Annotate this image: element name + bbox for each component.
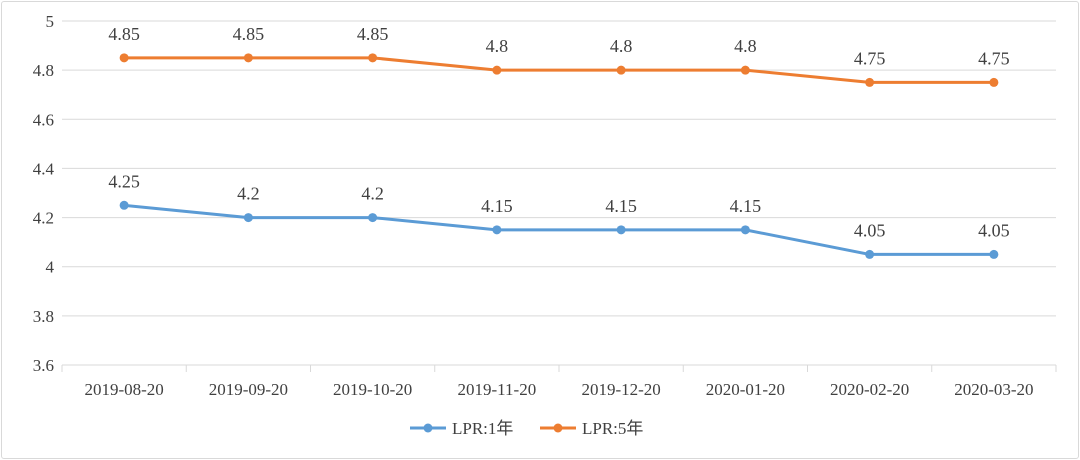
x-tick-label: 2019-11-20 bbox=[458, 380, 537, 399]
data-label: 4.8 bbox=[610, 36, 633, 56]
data-point bbox=[989, 77, 999, 87]
data-point bbox=[368, 213, 378, 223]
data-point bbox=[865, 249, 875, 259]
legend-marker bbox=[423, 423, 433, 433]
legend-marker bbox=[553, 423, 563, 433]
x-tick-label: 2019-12-20 bbox=[581, 380, 660, 399]
x-tick-label: 2020-01-20 bbox=[706, 380, 785, 399]
y-tick-label: 3.6 bbox=[33, 356, 54, 375]
data-label: 4.05 bbox=[978, 220, 1010, 240]
data-label: 4.75 bbox=[854, 48, 886, 68]
x-axis-ticks: 2019-08-20 2019-09-20 2019-10-20 2019-11-20… bbox=[84, 380, 1033, 399]
x-tick-label: 2019-08-20 bbox=[84, 380, 163, 399]
data-point bbox=[492, 65, 502, 75]
data-label: 4.85 bbox=[233, 24, 265, 44]
legend-label: LPR:1年 bbox=[452, 419, 513, 438]
data-label: 4.85 bbox=[108, 24, 140, 44]
y-axis-ticks: 3.6 3.8 4 4.2 4.4 4.6 4.8 5 bbox=[33, 12, 55, 375]
x-tick-label: 2020-03-20 bbox=[954, 380, 1033, 399]
data-point bbox=[865, 77, 875, 87]
y-tick-label: 4.4 bbox=[33, 159, 55, 178]
x-tick-label: 2019-09-20 bbox=[209, 380, 288, 399]
data-point bbox=[492, 225, 502, 235]
x-tick-label: 2020-02-20 bbox=[830, 380, 909, 399]
series-line bbox=[124, 56, 994, 84]
data-point bbox=[243, 213, 253, 223]
data-point bbox=[368, 53, 378, 63]
data-point bbox=[740, 225, 750, 235]
data-label: 4.25 bbox=[108, 171, 140, 191]
y-tick-label: 4.2 bbox=[33, 209, 54, 228]
y-tick-label: 5 bbox=[46, 12, 55, 31]
y-tick-label: 4.8 bbox=[33, 61, 54, 80]
y-tick-label: 4 bbox=[46, 258, 55, 277]
data-label: 4.05 bbox=[854, 220, 886, 240]
data-label: 4.15 bbox=[481, 196, 513, 216]
data-label: 4.8 bbox=[734, 36, 757, 56]
y-tick-label: 4.6 bbox=[33, 110, 54, 129]
series-line bbox=[123, 203, 994, 256]
data-point bbox=[616, 65, 626, 75]
data-label: 4.2 bbox=[361, 184, 384, 204]
data-label: 4.2 bbox=[237, 184, 260, 204]
legend-label: LPR:5年 bbox=[582, 419, 643, 438]
data-point bbox=[989, 249, 999, 259]
data-point bbox=[616, 225, 626, 235]
data-label: 4.8 bbox=[486, 36, 509, 56]
y-tick-label: 3.8 bbox=[33, 307, 54, 326]
data-point bbox=[243, 53, 253, 63]
data-point bbox=[119, 200, 129, 210]
data-label: 4.75 bbox=[978, 48, 1010, 68]
data-label: 4.15 bbox=[605, 196, 637, 216]
x-tick-label: 2019-10-20 bbox=[333, 380, 412, 399]
legend: LPR:1年 LPR:5年 bbox=[410, 419, 643, 438]
data-label: 4.15 bbox=[730, 196, 762, 216]
data-label: 4.85 bbox=[357, 24, 389, 44]
data-point bbox=[119, 53, 129, 63]
series-layer: 4.25 4.2 4.2 4.15 4.15 4.15 4.05 4.05 4.85 4.85 4.… bbox=[108, 24, 1010, 259]
data-point bbox=[740, 65, 750, 75]
gridlines bbox=[61, 20, 1057, 372]
